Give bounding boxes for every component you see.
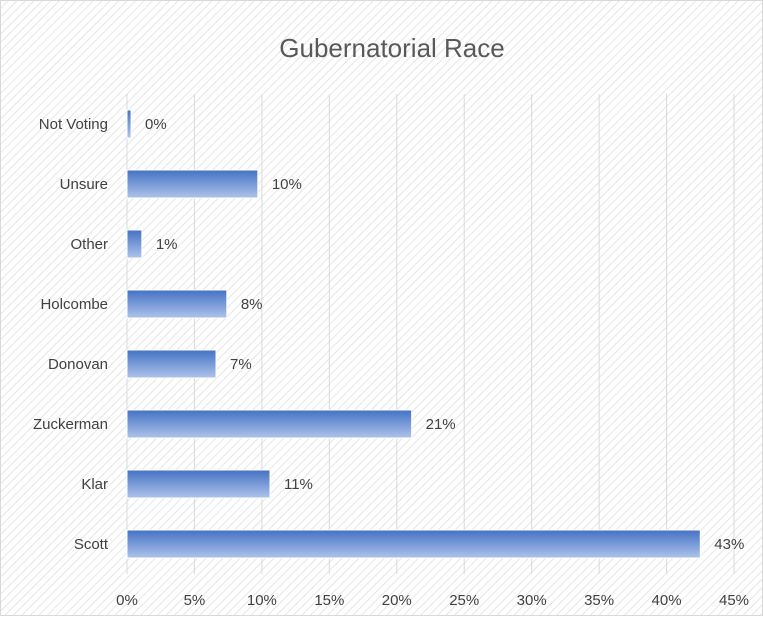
bar bbox=[126, 469, 271, 499]
category-label: Holcombe bbox=[40, 296, 108, 313]
bar bbox=[126, 109, 132, 139]
bar bbox=[126, 349, 217, 379]
x-tick-label: 0% bbox=[116, 592, 138, 609]
data-label: 7% bbox=[230, 356, 252, 373]
data-label: 1% bbox=[156, 236, 178, 253]
x-tick-label: 5% bbox=[184, 592, 206, 609]
bar bbox=[126, 529, 701, 559]
category-label: Other bbox=[70, 236, 108, 253]
x-tick-label: 10% bbox=[247, 592, 277, 609]
data-label: 11% bbox=[284, 476, 313, 493]
category-label: Unsure bbox=[60, 176, 108, 193]
data-label: 10% bbox=[272, 176, 302, 193]
x-tick-label: 30% bbox=[517, 592, 547, 609]
x-tick-label: 45% bbox=[719, 592, 749, 609]
x-tick-label: 40% bbox=[652, 592, 682, 609]
bar bbox=[126, 229, 143, 259]
category-axis-labels: Not Voting Unsure Other Holcombe Donovan Zuck… bbox=[33, 116, 109, 553]
data-label: 43% bbox=[714, 536, 744, 553]
bar bbox=[126, 169, 259, 199]
data-label: 21% bbox=[426, 416, 456, 433]
x-tick-label: 15% bbox=[314, 592, 344, 609]
category-label: Klar bbox=[81, 476, 108, 493]
category-label: Not Voting bbox=[39, 116, 108, 133]
x-tick-label: 25% bbox=[449, 592, 479, 609]
x-tick-label: 20% bbox=[382, 592, 412, 609]
bar bbox=[126, 409, 413, 439]
category-label: Zuckerman bbox=[33, 416, 108, 433]
bar bbox=[126, 289, 228, 319]
data-label: 8% bbox=[241, 296, 263, 313]
bars bbox=[126, 109, 701, 559]
x-tick-label: 35% bbox=[584, 592, 614, 609]
chart-title: Gubernatorial Race bbox=[279, 33, 504, 63]
data-label: 0% bbox=[145, 116, 167, 133]
category-label: Donovan bbox=[48, 356, 108, 373]
value-axis-tick-labels: 0% 5% 10% 15% 20% 25% 30% 35% 40% 45% bbox=[116, 592, 749, 609]
category-label: Scott bbox=[74, 536, 109, 553]
data-labels: 0% 10% 1% 8% 7% 21% 11% 43% bbox=[145, 116, 744, 553]
